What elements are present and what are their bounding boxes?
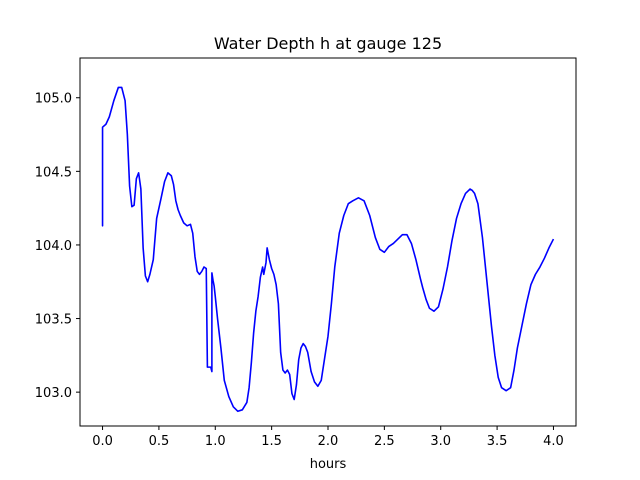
y-tick-label: 103.0: [35, 386, 72, 401]
y-tick-label: 105.0: [35, 92, 72, 107]
x-tick-label: 0.5: [149, 434, 170, 449]
x-tick-label: 2.0: [318, 434, 339, 449]
y-axis: 103.0 103.5 104.0 104.5 105.0: [35, 92, 80, 401]
x-axis: 0.0 0.5 1.0 1.5 2.0 2.5 3.0 3.5 4.0: [92, 426, 564, 449]
y-tick-label: 104.0: [35, 239, 72, 254]
x-tick-label: 2.5: [374, 434, 395, 449]
x-tick-label: 1.0: [205, 434, 226, 449]
x-tick-label: 4.0: [543, 434, 564, 449]
series-layer: [101, 86, 555, 413]
x-axis-label: hours: [310, 457, 347, 472]
x-tick-label: 3.5: [487, 434, 508, 449]
x-tick-label: 0.0: [92, 434, 113, 449]
chart-title: Water Depth h at gauge 125: [214, 34, 442, 53]
y-tick-label: 104.5: [35, 165, 72, 180]
series-line-0: [101, 86, 555, 413]
y-tick-label: 103.5: [35, 313, 72, 328]
x-tick-label: 3.0: [430, 434, 451, 449]
plot-area: [80, 58, 576, 426]
x-tick-label: 1.5: [261, 434, 282, 449]
